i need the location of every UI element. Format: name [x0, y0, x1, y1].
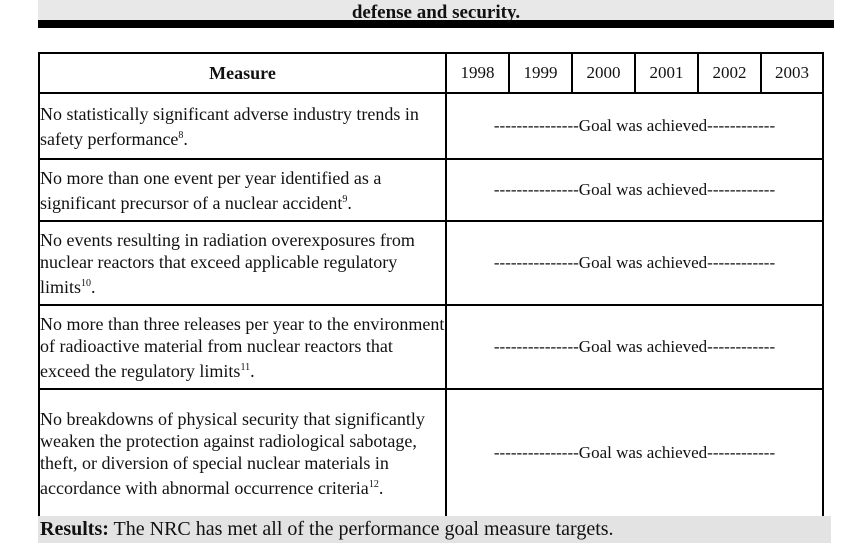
- table-row: No statistically significant adverse ind…: [38, 92, 824, 160]
- table-row: No events resulting in radiation overexp…: [38, 220, 824, 306]
- measure-cell: No more than one event per year identifi…: [38, 158, 447, 222]
- performance-measures-table: Measure 1998 1999 2000 2001 2002 2003 No…: [38, 52, 824, 518]
- table-header-row: Measure 1998 1999 2000 2001 2002 2003: [38, 52, 824, 94]
- section-title: defense and security.: [38, 0, 834, 28]
- year-column-header: 1999: [508, 52, 573, 94]
- table-row: No breakdowns of physical security that …: [38, 388, 824, 518]
- table-row: No more than one event per year identifi…: [38, 158, 824, 222]
- year-column-header: 2003: [760, 52, 824, 94]
- year-column-header: 1998: [445, 52, 510, 94]
- measure-text: No more than one event per year identifi…: [40, 167, 382, 213]
- goal-status-cell: ---------------Goal was achieved--------…: [445, 220, 824, 306]
- footnote-ref: 8: [178, 129, 184, 141]
- goal-status-cell: ---------------Goal was achieved--------…: [445, 304, 824, 390]
- goal-status-cell: ---------------Goal was achieved--------…: [445, 92, 824, 160]
- footnote-ref: 9: [342, 193, 348, 205]
- measure-cell: No breakdowns of physical security that …: [38, 388, 447, 518]
- measure-column-header: Measure: [38, 52, 447, 94]
- measure-cell: No statistically significant adverse ind…: [38, 92, 447, 160]
- measure-text: No events resulting in radiation overexp…: [40, 229, 415, 297]
- results-statement: Results: The NRC has met all of the perf…: [38, 516, 831, 543]
- footnote-ref: 12: [368, 478, 379, 490]
- year-column-header: 2001: [634, 52, 699, 94]
- measure-cell: No more than three releases per year to …: [38, 304, 447, 390]
- results-text: The NRC has met all of the performance g…: [108, 518, 614, 540]
- table-row: No more than three releases per year to …: [38, 304, 824, 390]
- year-column-header: 2002: [697, 52, 762, 94]
- measure-text: No more than three releases per year to …: [40, 313, 445, 381]
- goal-status-cell: ---------------Goal was achieved--------…: [445, 158, 824, 222]
- year-column-header: 2000: [571, 52, 636, 94]
- goal-status-cell: ---------------Goal was achieved--------…: [445, 388, 824, 518]
- measure-cell: No events resulting in radiation overexp…: [38, 220, 447, 306]
- measure-text: No breakdowns of physical security that …: [40, 408, 425, 498]
- footnote-ref: 11: [240, 361, 251, 373]
- footnote-ref: 10: [81, 277, 92, 289]
- measure-text: No statistically significant adverse ind…: [40, 103, 419, 149]
- results-label: Results:: [40, 518, 109, 540]
